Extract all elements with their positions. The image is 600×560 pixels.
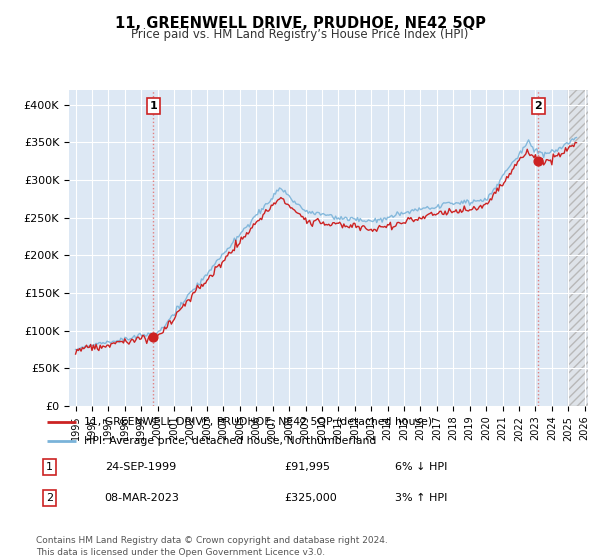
Text: HPI: Average price, detached house, Northumberland: HPI: Average price, detached house, Nort… <box>83 436 376 446</box>
Text: Price paid vs. HM Land Registry’s House Price Index (HPI): Price paid vs. HM Land Registry’s House … <box>131 28 469 41</box>
Text: 08-MAR-2023: 08-MAR-2023 <box>104 493 179 503</box>
Point <box>148 332 158 341</box>
Text: 11, GREENWELL DRIVE, PRUDHOE, NE42 5QP: 11, GREENWELL DRIVE, PRUDHOE, NE42 5QP <box>115 16 485 31</box>
Text: 11, GREENWELL DRIVE, PRUDHOE, NE42 5QP (detached house): 11, GREENWELL DRIVE, PRUDHOE, NE42 5QP (… <box>83 417 431 427</box>
Text: 2: 2 <box>46 493 53 503</box>
Text: 1: 1 <box>149 101 157 111</box>
Text: 3% ↑ HPI: 3% ↑ HPI <box>395 493 448 503</box>
Text: 2: 2 <box>535 101 542 111</box>
Point <box>533 157 543 166</box>
Text: £325,000: £325,000 <box>284 493 337 503</box>
Text: 24-SEP-1999: 24-SEP-1999 <box>104 462 176 472</box>
Text: £91,995: £91,995 <box>284 462 330 472</box>
Text: 1: 1 <box>46 462 53 472</box>
Text: Contains HM Land Registry data © Crown copyright and database right 2024.
This d: Contains HM Land Registry data © Crown c… <box>36 536 388 557</box>
Bar <box>568 90 596 406</box>
Text: 6% ↓ HPI: 6% ↓ HPI <box>395 462 448 472</box>
Bar <box>568 90 596 406</box>
